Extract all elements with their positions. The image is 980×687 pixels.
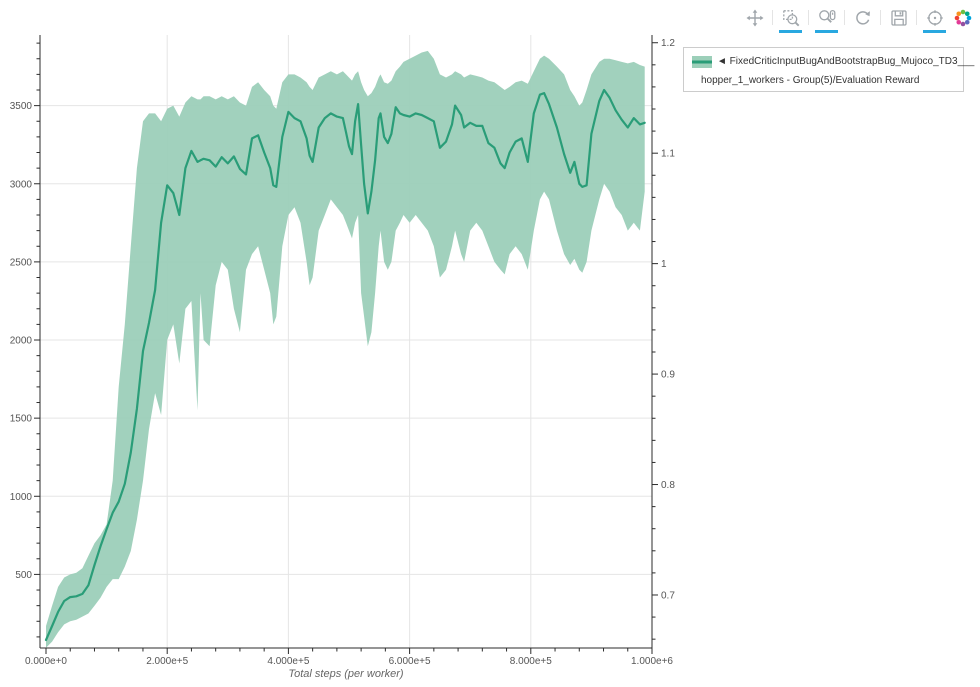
tick-label: 1000 bbox=[10, 492, 33, 503]
save-icon bbox=[890, 9, 907, 26]
tick-label: 2500 bbox=[10, 257, 33, 268]
plot-toolbar bbox=[742, 5, 975, 33]
confidence-band bbox=[46, 50, 645, 648]
legend[interactable]: ◄ FixedCriticInputBugAndBootstrapBug_Muj… bbox=[683, 47, 974, 92]
pan-tool-button[interactable] bbox=[742, 5, 767, 30]
wheel-zoom-icon bbox=[818, 9, 835, 23]
tick-label: 4.000e+5 bbox=[267, 656, 309, 667]
tick-label: 0.9 bbox=[661, 370, 675, 381]
toolbar-separator bbox=[772, 10, 773, 25]
tick-label: 1.2 bbox=[661, 38, 675, 49]
toolbar-separator bbox=[880, 10, 881, 25]
mean-line bbox=[44, 88, 646, 642]
toolbar-separator bbox=[844, 10, 845, 25]
legend-label-line2: hopper_1_workers - Group(5)/Evaluation R… bbox=[701, 75, 920, 86]
pan-icon bbox=[746, 9, 763, 26]
tick-label: 1.1 bbox=[661, 149, 675, 160]
tick-label: 0.7 bbox=[661, 590, 675, 601]
hover-icon bbox=[926, 9, 943, 26]
toolbar-separator bbox=[916, 10, 917, 25]
tick-label: 500 bbox=[15, 570, 32, 581]
reset-tool-button[interactable] bbox=[850, 5, 875, 30]
tick-label: 1.000e+6 bbox=[631, 656, 673, 667]
toolbar-separator bbox=[808, 10, 809, 25]
tick-label: 1500 bbox=[10, 414, 33, 425]
reset-icon bbox=[855, 10, 870, 25]
box-zoom-tool-button[interactable] bbox=[778, 5, 803, 33]
hover-tool-button[interactable] bbox=[922, 5, 947, 33]
x-axis-label: Total steps (per worker) bbox=[288, 668, 403, 680]
box-zoom-icon bbox=[782, 9, 799, 26]
tick-label: 3000 bbox=[10, 179, 33, 190]
bokeh-logo-icon bbox=[954, 9, 971, 26]
tick-label: 1 bbox=[661, 259, 667, 270]
tick-label: 2000 bbox=[10, 336, 33, 347]
legend-swatch bbox=[692, 55, 712, 68]
tick-label: 0.000e+0 bbox=[25, 656, 67, 667]
tick-label: 6.000e+5 bbox=[389, 656, 431, 667]
tick-label: 2.000e+5 bbox=[146, 656, 188, 667]
legend-label-line1: ◄ FixedCriticInputBugAndBootstrapBug_Muj… bbox=[717, 56, 975, 67]
save-tool-button[interactable] bbox=[886, 5, 911, 30]
wheel-zoom-tool-button[interactable] bbox=[814, 5, 839, 33]
tick-label: 3500 bbox=[10, 101, 33, 112]
bokeh-logo[interactable] bbox=[950, 5, 975, 30]
tick-label: 8.000e+5 bbox=[510, 656, 552, 667]
tick-label: 0.8 bbox=[661, 480, 675, 491]
